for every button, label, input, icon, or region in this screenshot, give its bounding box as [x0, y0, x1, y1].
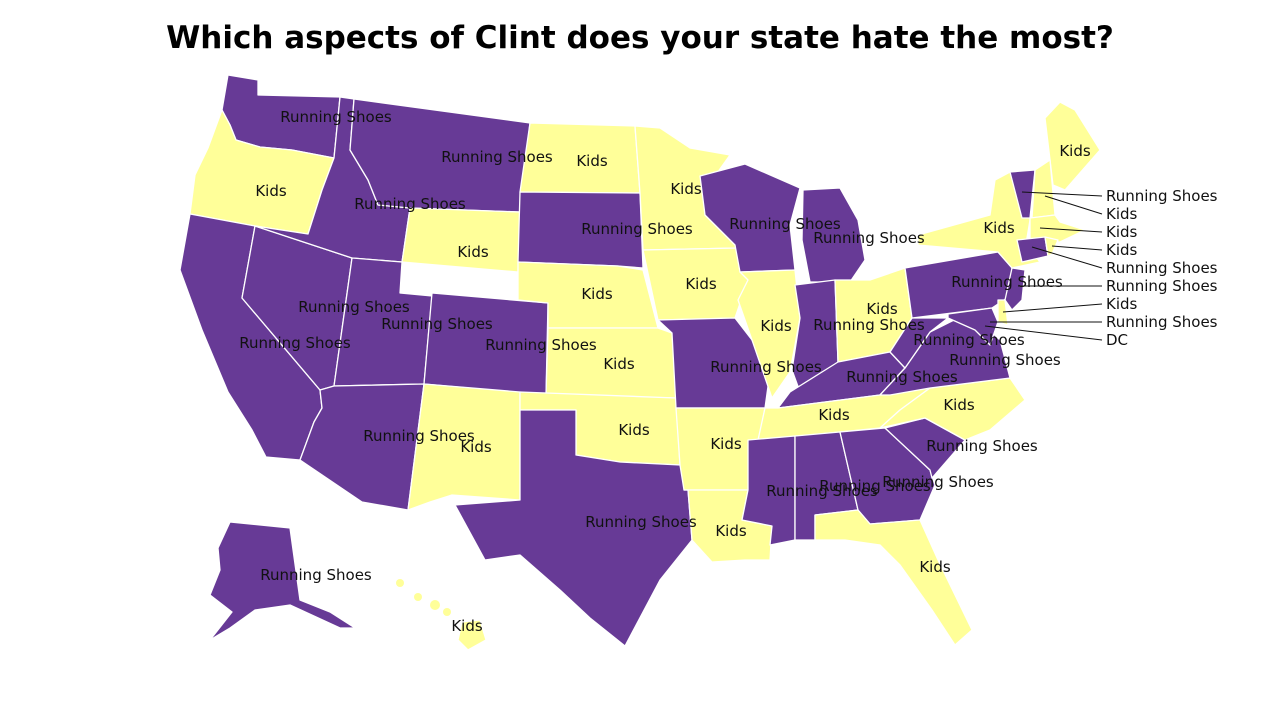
state-label-ky: Running Shoes: [846, 368, 958, 386]
state-label-nm: Kids: [460, 438, 492, 456]
state-label-va: Running Shoes: [949, 351, 1061, 369]
callout-leader-line: [1002, 303, 1103, 313]
callout-leader-line: [1044, 195, 1103, 215]
state-label-ms: Running Shoes: [766, 482, 878, 500]
state-tx: [454, 409, 693, 647]
state-label-hi: Kids: [451, 617, 483, 635]
state-label-wa: Running Shoes: [280, 108, 392, 126]
state-label-ia: Kids: [685, 275, 717, 293]
state-label-nv: Running Shoes: [298, 298, 410, 316]
callout-label: Kids: [1106, 241, 1138, 259]
state-label-mo: Running Shoes: [710, 358, 822, 376]
state-label-ny: Kids: [983, 219, 1015, 237]
callout-leader-line: [1039, 227, 1103, 233]
state-nj: [1004, 267, 1026, 311]
state-de: [997, 299, 1009, 326]
state-label-id: Running Shoes: [354, 195, 466, 213]
state-mi: [801, 187, 866, 283]
callout-leader-line: [984, 325, 1103, 341]
state-label-sc: Running Shoes: [926, 437, 1038, 455]
state-md: [947, 307, 999, 346]
state-label-ks: Kids: [603, 355, 635, 373]
state-ak: [209, 521, 356, 641]
state-label-nd: Kids: [576, 152, 608, 170]
state-label-oh: Kids: [866, 300, 898, 318]
callout-label: Running Shoes: [1106, 259, 1218, 277]
callout-leader-line: [1031, 246, 1103, 269]
state-label-la: Kids: [715, 522, 747, 540]
state-me: [1044, 101, 1101, 191]
state-label-co: Running Shoes: [485, 336, 597, 354]
state-label-fl: Kids: [919, 558, 951, 576]
state-label-wy: Kids: [457, 243, 489, 261]
page-title: Which aspects of Clint does your state h…: [166, 20, 1114, 56]
state-ri: [1044, 236, 1059, 257]
state-hi-island: [396, 579, 404, 587]
state-hi: [457, 619, 487, 651]
state-wy: [401, 207, 521, 273]
callout-label: Running Shoes: [1106, 313, 1218, 331]
callout-label: DC: [1106, 331, 1128, 349]
state-label-ok: Kids: [618, 421, 650, 439]
callout-label: Kids: [1106, 223, 1138, 241]
state-label-ca: Running Shoes: [239, 334, 351, 352]
state-hi-island: [430, 600, 440, 610]
state-ny: [917, 171, 1041, 269]
state-label-pa: Running Shoes: [951, 273, 1063, 291]
state-label-wv: Running Shoes: [913, 331, 1025, 349]
state-label-tx: Running Shoes: [585, 513, 697, 531]
state-label-il: Kids: [760, 317, 792, 335]
callout-leader-line: [1051, 245, 1103, 251]
state-label-ar: Kids: [710, 435, 742, 453]
callout-label: Kids: [1106, 295, 1138, 313]
state-label-or: Kids: [255, 182, 287, 200]
state-label-az: Running Shoes: [363, 427, 475, 445]
state-label-wi: Running Shoes: [729, 215, 841, 233]
state-label-mt: Running Shoes: [441, 148, 553, 166]
state-label-ga: Running Shoes: [882, 473, 994, 491]
state-mo: [657, 317, 771, 409]
state-fl: [814, 509, 973, 646]
callout-leader-line: [1021, 191, 1103, 197]
state-label-al: Running Shoes: [819, 477, 931, 495]
state-nc: [879, 377, 1026, 441]
state-label-ut: Running Shoes: [381, 315, 493, 333]
state-label-nc: Kids: [943, 396, 975, 414]
state-ct: [1016, 236, 1049, 263]
state-label-tn: Kids: [818, 406, 850, 424]
state-label-ne: Kids: [581, 285, 613, 303]
state-label-in: Running Shoes: [813, 316, 925, 334]
state-hi-island: [414, 593, 422, 601]
state-label-sd: Running Shoes: [581, 220, 693, 238]
callout-label: Running Shoes: [1106, 187, 1218, 205]
state-label-mn: Kids: [670, 180, 702, 198]
state-label-me: Kids: [1059, 142, 1091, 160]
state-label-ak: Running Shoes: [260, 566, 372, 584]
callout-label: Running Shoes: [1106, 277, 1218, 295]
callout-label: Kids: [1106, 205, 1138, 223]
state-label-mi: Running Shoes: [813, 229, 925, 247]
state-hi-island: [443, 608, 451, 616]
state-sd: [517, 191, 644, 269]
states-layer: [179, 74, 1101, 651]
